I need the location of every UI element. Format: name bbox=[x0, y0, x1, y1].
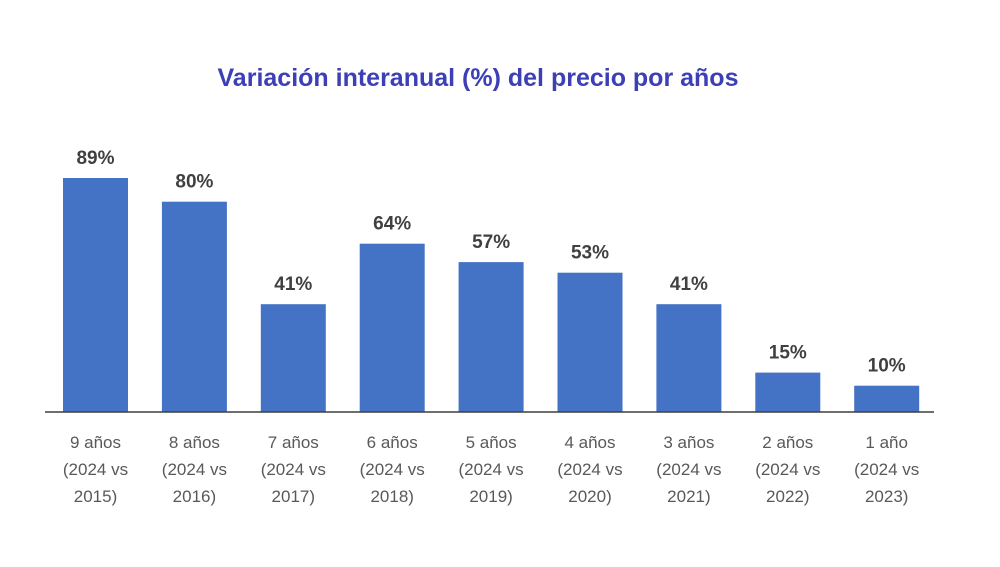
bar-2 bbox=[161, 201, 227, 412]
x-tick-label-line: 7 años bbox=[268, 433, 319, 452]
x-tick-label-line: 2017) bbox=[272, 487, 315, 506]
x-tick-label-line: 2019) bbox=[469, 487, 512, 506]
bar-3 bbox=[260, 304, 326, 412]
x-tick-label-line: 6 años bbox=[367, 433, 418, 452]
x-tick-label-9: 1 año (2024 vs 2023) bbox=[854, 433, 919, 506]
data-label-8: 15% bbox=[769, 343, 807, 364]
x-tick-labels-group: 9 años (2024 vs 2015) 8 años (2024 vs 2016) 7 … bbox=[63, 433, 919, 506]
x-tick-label-line: (2024 vs bbox=[458, 460, 523, 479]
x-tick-label-line: (2024 vs bbox=[656, 460, 721, 479]
x-tick-label-3: 7 años (2024 vs 2017) bbox=[261, 433, 326, 506]
data-label-6: 53% bbox=[571, 243, 609, 264]
x-tick-label-line: 9 años bbox=[70, 433, 121, 452]
x-tick-label-line: 2015) bbox=[74, 487, 117, 506]
x-tick-label-line: 2022) bbox=[766, 487, 809, 506]
x-tick-label-line: 1 año bbox=[865, 433, 908, 452]
data-label-5: 57% bbox=[472, 232, 510, 253]
x-tick-label-line: (2024 vs bbox=[557, 460, 622, 479]
data-label-7: 41% bbox=[670, 274, 708, 295]
bar-7 bbox=[656, 304, 722, 412]
x-tick-label-7: 3 años (2024 vs 2021) bbox=[656, 433, 721, 506]
x-tick-label-5: 5 años (2024 vs 2019) bbox=[458, 433, 523, 506]
bar-8 bbox=[755, 372, 821, 412]
data-label-1: 89% bbox=[76, 148, 114, 169]
x-tick-label-line: 2 años bbox=[762, 433, 813, 452]
x-tick-label-line: 8 años bbox=[169, 433, 220, 452]
x-tick-label-line: (2024 vs bbox=[360, 460, 425, 479]
x-tick-label-line: (2024 vs bbox=[162, 460, 227, 479]
x-tick-label-8: 2 años (2024 vs 2022) bbox=[755, 433, 820, 506]
bar-9 bbox=[854, 385, 920, 412]
x-tick-label-line: 4 años bbox=[564, 433, 615, 452]
x-tick-label-line: 2023) bbox=[865, 487, 908, 506]
data-labels-group: 89% 80% 41% 64% 57% 53% 41% 15% 10% bbox=[76, 148, 905, 377]
x-tick-label-line: 5 años bbox=[466, 433, 517, 452]
bar-5 bbox=[458, 262, 524, 412]
chart-title: Variación interanual (%) del precio por … bbox=[218, 64, 739, 92]
x-tick-label-1: 9 años (2024 vs 2015) bbox=[63, 433, 128, 506]
x-tick-label-line: 3 años bbox=[663, 433, 714, 452]
data-label-3: 41% bbox=[274, 274, 312, 295]
x-tick-label-line: 2020) bbox=[568, 487, 611, 506]
x-tick-label-6: 4 años (2024 vs 2020) bbox=[557, 433, 622, 506]
bars-group bbox=[63, 178, 920, 412]
data-label-4: 64% bbox=[373, 214, 411, 235]
x-tick-label-line: (2024 vs bbox=[854, 460, 919, 479]
data-label-2: 80% bbox=[175, 172, 213, 193]
x-tick-label-line: (2024 vs bbox=[261, 460, 326, 479]
data-label-9: 10% bbox=[868, 356, 906, 377]
bar-1 bbox=[63, 178, 128, 412]
x-tick-label-2: 8 años (2024 vs 2016) bbox=[162, 433, 227, 506]
x-tick-label-line: 2018) bbox=[370, 487, 413, 506]
bar-6 bbox=[557, 272, 623, 412]
x-tick-label-4: 6 años (2024 vs 2018) bbox=[360, 433, 425, 506]
x-tick-label-line: (2024 vs bbox=[755, 460, 820, 479]
x-tick-label-line: (2024 vs bbox=[63, 460, 128, 479]
x-tick-label-line: 2016) bbox=[173, 487, 216, 506]
bar-4 bbox=[359, 243, 425, 412]
x-tick-label-line: 2021) bbox=[667, 487, 710, 506]
